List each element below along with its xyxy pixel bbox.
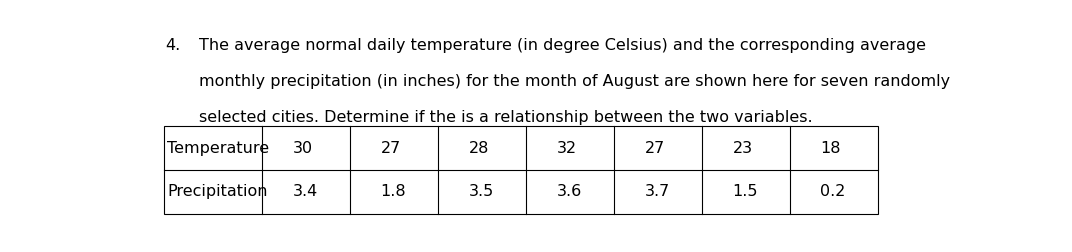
Text: monthly precipitation (in inches) for the month of August are shown here for sev: monthly precipitation (in inches) for th… bbox=[198, 74, 950, 89]
Text: 1.5: 1.5 bbox=[732, 184, 758, 199]
Text: 3.5: 3.5 bbox=[468, 184, 494, 199]
Text: 32: 32 bbox=[556, 141, 577, 156]
Text: The average normal daily temperature (in degree Celsius) and the corresponding a: The average normal daily temperature (in… bbox=[198, 38, 926, 53]
Text: Temperature: Temperature bbox=[167, 141, 269, 156]
Text: 28: 28 bbox=[468, 141, 489, 156]
Text: Precipitation: Precipitation bbox=[167, 184, 268, 199]
Text: selected cities. Determine if the is a relationship between the two variables.: selected cities. Determine if the is a r… bbox=[198, 110, 813, 125]
Text: 4.: 4. bbox=[165, 38, 181, 53]
Text: 30: 30 bbox=[293, 141, 313, 156]
Text: 27: 27 bbox=[644, 141, 665, 156]
Text: 3.4: 3.4 bbox=[293, 184, 318, 199]
Text: 27: 27 bbox=[381, 141, 401, 156]
Text: 1.8: 1.8 bbox=[381, 184, 406, 199]
Text: 3.6: 3.6 bbox=[556, 184, 582, 199]
Bar bbox=[164, 126, 878, 214]
Text: 3.7: 3.7 bbox=[644, 184, 670, 199]
Text: 18: 18 bbox=[820, 141, 840, 156]
Text: 23: 23 bbox=[732, 141, 753, 156]
Text: 0.2: 0.2 bbox=[820, 184, 846, 199]
